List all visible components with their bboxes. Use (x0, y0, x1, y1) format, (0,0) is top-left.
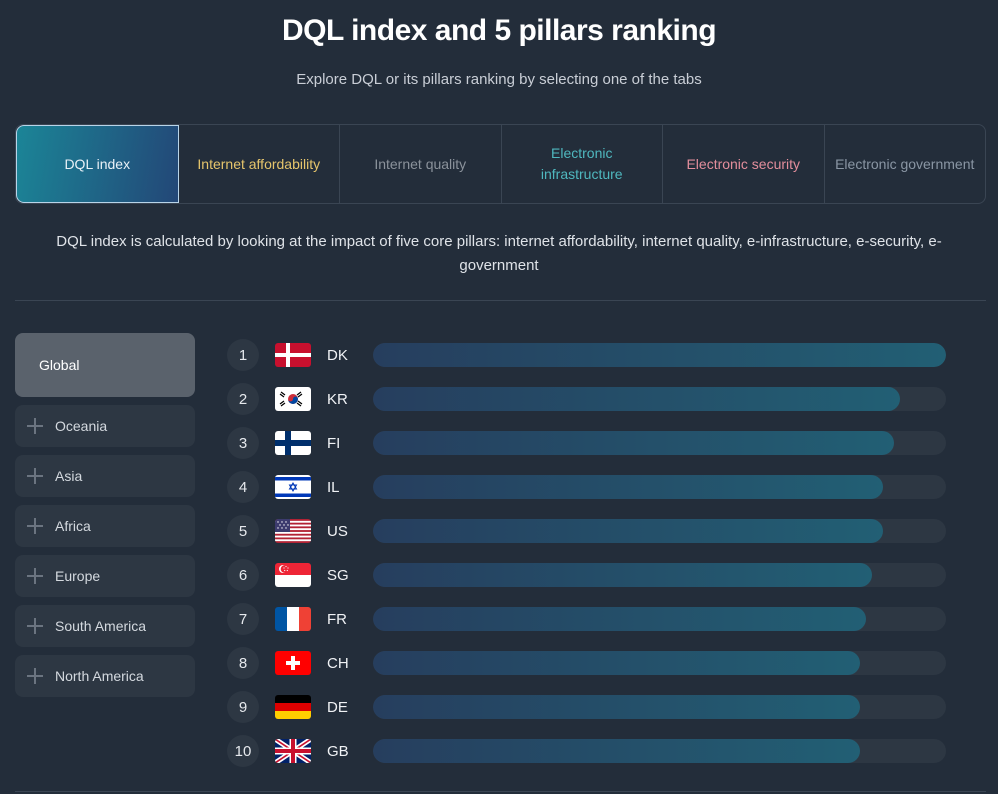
score-bar-fill (373, 695, 861, 719)
score-bar-track (373, 739, 946, 763)
region-europe[interactable]: Europe (15, 555, 195, 597)
country-code: KR (327, 390, 348, 408)
france-flag-icon (275, 607, 311, 631)
score-bar-fill (373, 739, 861, 763)
pillar-tabs: DQL index Internet affordability Internet … (15, 124, 986, 204)
region-label: Oceania (55, 418, 108, 434)
country-code: FR (327, 610, 347, 628)
score-bar-track (373, 475, 946, 499)
country-code: GB (327, 742, 349, 760)
score-bar-track (373, 343, 946, 367)
ranking-row: 10 GB (227, 729, 947, 773)
rank-badge: 3 (227, 427, 259, 459)
score-bar-fill (373, 343, 946, 367)
region-label: Africa (55, 518, 91, 534)
south-korea-flag-icon (275, 387, 311, 411)
score-bar-fill (373, 651, 861, 675)
region-north-america[interactable]: North America (15, 655, 195, 697)
tab-internet-affordability[interactable]: Internet affordability (179, 125, 340, 203)
score-bar-fill (373, 387, 901, 411)
tab-electronic-security[interactable]: Electronic security (663, 125, 825, 203)
ranking-row: 2 KR (227, 377, 947, 421)
score-bar-fill (373, 475, 883, 499)
score-bar-track (373, 651, 946, 675)
ranking-list: 1 DK 2 KR 3 FI 4 IL 5 US 6 SG 7 FR 8 CH 9 DE 10 GB (227, 333, 947, 773)
germany-flag-icon (275, 695, 311, 719)
score-bar-track (373, 519, 946, 543)
country-code: IL (327, 478, 340, 496)
plus-icon (27, 618, 43, 634)
score-bar-track (373, 431, 946, 455)
singapore-flag-icon (275, 563, 311, 587)
plus-icon (27, 518, 43, 534)
ranking-row: 8 CH (227, 641, 947, 685)
ranking-row: 9 DE (227, 685, 947, 729)
rank-badge: 10 (227, 735, 259, 767)
ranking-row: 7 FR (227, 597, 947, 641)
divider-bottom (15, 791, 986, 792)
ranking-row: 3 FI (227, 421, 947, 465)
region-label: Europe (55, 568, 101, 584)
plus-icon (27, 668, 43, 684)
region-label: Asia (55, 468, 83, 484)
rank-badge: 1 (227, 339, 259, 371)
region-africa[interactable]: Africa (15, 505, 195, 547)
ranking-row: 6 SG (227, 553, 947, 597)
country-code: DK (327, 346, 348, 364)
tab-description: DQL index is calculated by looking at th… (56, 233, 942, 274)
tab-electronic-infrastructure[interactable]: Electronic infrastructure (502, 125, 663, 203)
rank-badge: 6 (227, 559, 259, 591)
score-bar-fill (373, 519, 883, 543)
page-subtitle: Explore DQL or its pillars ranking by se… (296, 71, 702, 88)
divider-top (15, 300, 986, 301)
country-code: CH (327, 654, 349, 672)
israel-flag-icon (275, 475, 311, 499)
page-title: DQL index and 5 pillars ranking (281, 14, 717, 47)
tab-electronic-government[interactable]: Electronic government (835, 155, 975, 172)
region-asia[interactable]: Asia (15, 455, 195, 497)
uk-flag-icon (275, 739, 311, 763)
plus-icon (27, 418, 43, 434)
region-oceania[interactable]: Oceania (15, 405, 195, 447)
region-south-america[interactable]: South America (15, 605, 195, 647)
plus-icon (27, 468, 43, 484)
rank-badge: 7 (227, 603, 259, 635)
ranking-row: 5 US (227, 509, 947, 553)
tab-dql-index[interactable]: DQL index (16, 125, 179, 203)
country-code: US (327, 522, 348, 540)
region-filter: Global Oceania Asia Africa Europe South Ameri… (15, 333, 195, 705)
tab-internet-quality[interactable]: Internet quality (340, 125, 502, 203)
rank-badge: 5 (227, 515, 259, 547)
region-global[interactable]: Global (15, 333, 195, 397)
country-code: SG (327, 566, 349, 584)
score-bar-track (373, 563, 946, 587)
switzerland-flag-icon (275, 651, 311, 675)
denmark-flag-icon (275, 343, 311, 367)
region-label: North America (55, 668, 144, 684)
country-code: DE (327, 698, 348, 716)
rank-badge: 2 (227, 383, 259, 415)
country-code: FI (327, 434, 341, 452)
finland-flag-icon (275, 431, 311, 455)
rank-badge: 8 (227, 647, 259, 679)
score-bar-fill (373, 431, 895, 455)
score-bar-fill (373, 607, 866, 631)
score-bar-track (373, 607, 946, 631)
score-bar-track (373, 387, 946, 411)
rank-badge: 4 (227, 471, 259, 503)
rank-badge: 9 (227, 691, 259, 723)
ranking-row: 1 DK (227, 333, 947, 377)
region-label: South America (55, 618, 147, 634)
region-label: Global (39, 357, 80, 373)
plus-icon (27, 568, 43, 584)
ranking-row: 4 IL (227, 465, 947, 509)
usa-flag-icon (275, 519, 311, 543)
score-bar-fill (373, 563, 872, 587)
score-bar-track (373, 695, 946, 719)
